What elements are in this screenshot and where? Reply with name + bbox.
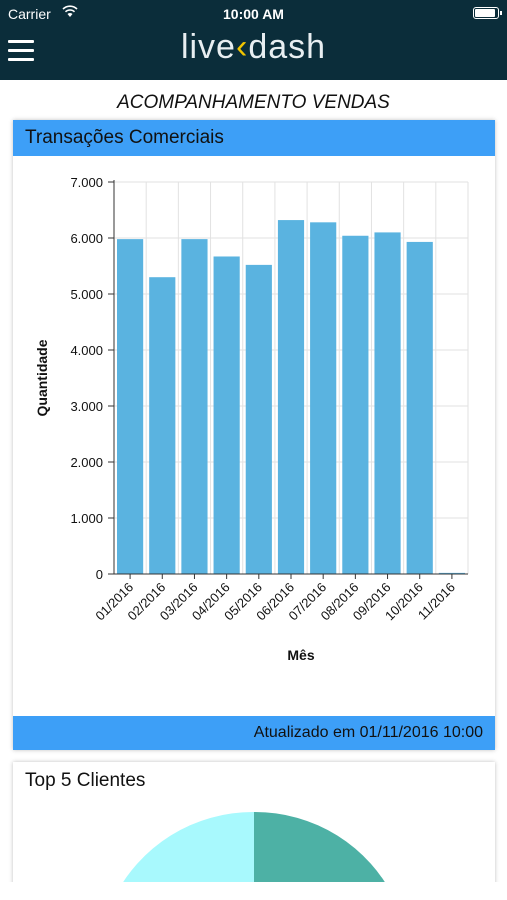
bar-01/2016 [117, 239, 144, 574]
page-title: ACOMPANHAMENTO VENDAS [117, 92, 390, 113]
bar-07/2016 [310, 222, 337, 574]
sales-chart-card: Transações Comerciais 0 1.000 2.000 3.000 4.… [13, 120, 495, 750]
sales-card-header: Transações Comerciais [13, 120, 495, 156]
y-tick-label: 0 [96, 567, 103, 582]
bar-02/2016 [149, 277, 176, 574]
carrier-label: Carrier [8, 6, 51, 22]
logo-text-live: live [180, 28, 236, 66]
sales-card-title: Transações Comerciais [25, 127, 224, 148]
pie-slice-1 [113, 811, 254, 900]
updated-timestamp: Atualizado em 01/11/2016 10:00 [253, 724, 483, 741]
y-tick-label: 4.000 [70, 343, 103, 358]
logo-text-dash: dash [248, 28, 327, 66]
bar-09/2016 [374, 232, 401, 574]
x-axis-label: Mês [287, 647, 314, 663]
y-tick-label: 6.000 [70, 231, 103, 246]
bar-05/2016 [245, 264, 272, 574]
app-header: Carrier 10:00 AM live‹dash [0, 0, 507, 80]
y-tick-label: 5.000 [70, 287, 103, 302]
clock: 10:00 AM [223, 6, 284, 22]
battery-icon [473, 7, 502, 19]
y-tick-label: 3.000 [70, 399, 103, 414]
top-clients-title: Top 5 Clientes [25, 770, 146, 791]
bar-10/2016 [406, 241, 433, 575]
top-clients-pie-chart [113, 811, 395, 900]
battery-level [475, 9, 495, 17]
top-clients-card: Top 5 Clientes [13, 762, 495, 900]
bar-08/2016 [342, 235, 369, 574]
bar-06/2016 [277, 220, 305, 574]
bar-11/2016 [438, 572, 465, 574]
sales-card-footer: Atualizado em 01/11/2016 10:00 [13, 716, 495, 750]
logo-swoosh-icon: ‹ [235, 28, 249, 66]
y-axis-label: Quantidade [34, 339, 50, 416]
sales-bar-chart: 01.0002.0003.0004.0005.0006.0007.00001/2… [34, 175, 469, 663]
app-logo: live‹dash [0, 28, 507, 67]
bar-04/2016 [213, 256, 240, 574]
bar-03/2016 [181, 239, 208, 574]
scroll-fade [0, 882, 507, 900]
hamburger-menu-icon[interactable] [8, 40, 34, 62]
y-tick-label: 7.000 [70, 175, 103, 190]
y-tick-label: 1.000 [70, 511, 103, 526]
y-tick-label: 2.000 [70, 455, 103, 470]
status-bar: Carrier 10:00 AM [0, 0, 507, 28]
pie-slice-2 [254, 811, 395, 900]
wifi-icon [62, 4, 78, 21]
